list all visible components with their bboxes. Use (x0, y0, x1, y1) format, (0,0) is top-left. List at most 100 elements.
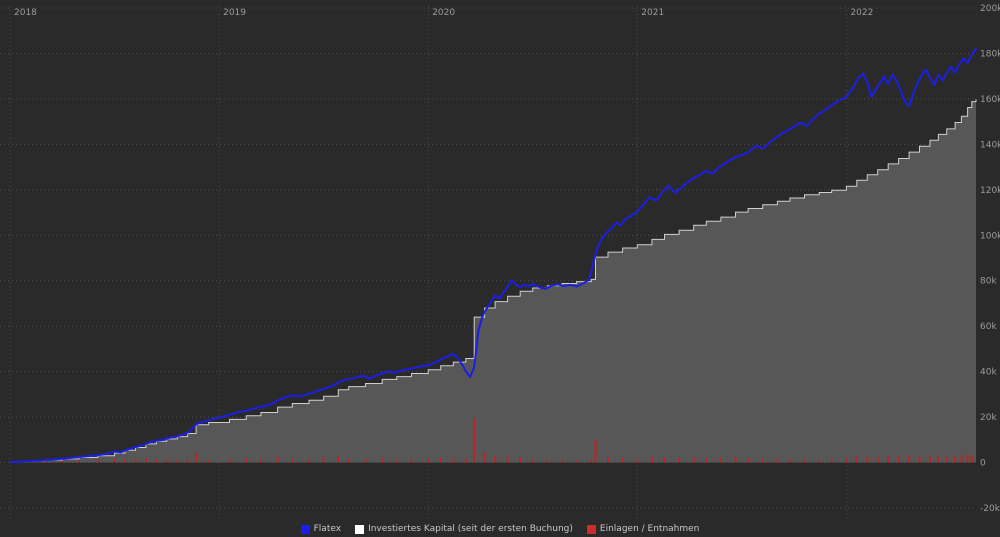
deposit-bar (96, 460, 99, 463)
deposit-bar (960, 456, 963, 463)
deposit-bar (337, 455, 340, 463)
deposit-bar (621, 458, 624, 463)
deposit-bar (439, 458, 442, 463)
deposit-bar (506, 456, 509, 463)
deposit-bar (866, 456, 869, 463)
flatex-series-swatch (300, 525, 310, 534)
x-axis-label: 2019 (223, 8, 246, 18)
deposit-bar (937, 456, 940, 463)
deposit-bar (692, 457, 695, 463)
chart-legend: Flatex Investiertes Kapital (seit der er… (0, 524, 1000, 535)
deposit-bar (970, 456, 973, 463)
deposit-bar (855, 456, 858, 463)
x-axis-label: 2022 (850, 8, 873, 18)
y-axis-label: 100k (980, 231, 1000, 241)
y-axis-label: 200k (980, 4, 1000, 14)
deposit-bar (464, 458, 467, 463)
x-axis-label: 2021 (641, 8, 664, 18)
deposit-bar (44, 461, 47, 463)
deposit-bar (747, 458, 750, 463)
deposit-bar (322, 458, 325, 463)
y-axis-label: 80k (980, 277, 997, 287)
deposit-bar (908, 456, 911, 463)
deposit-bar (575, 460, 578, 463)
deposit-bar (531, 459, 534, 463)
deposit-bar (291, 458, 294, 463)
deposit-bar (395, 459, 398, 463)
flatex-line (9, 47, 977, 464)
deposit-bar (473, 418, 476, 463)
y-axis-label: 60k (980, 322, 997, 332)
deposit-bar (929, 456, 931, 463)
deposit-bar (945, 456, 948, 463)
deposit-bar (776, 458, 779, 463)
deposit-bar (719, 458, 722, 463)
deposit-bar (705, 458, 708, 463)
deposit-bar (61, 460, 64, 463)
y-axis-label: -20k (980, 504, 1000, 514)
deposit-bar (897, 456, 900, 463)
deposit-bar (245, 458, 248, 463)
deposit-bar (678, 458, 681, 463)
legend-item-invested-capital[interactable]: Investiertes Kapital (seit der ersten Bu… (355, 524, 573, 535)
deposit-bar (803, 459, 806, 463)
deposit-bar (954, 456, 957, 463)
x-axis-label: 2018 (14, 8, 37, 18)
y-axis-label: 140k (980, 140, 1000, 150)
deposit-bar (636, 459, 639, 463)
deposit-bar (124, 459, 126, 463)
deposit-bar (195, 452, 198, 463)
legend-label-invested-capital: Investiertes Kapital (seit der ersten Bu… (368, 524, 573, 534)
y-axis-label: 160k (980, 95, 1000, 105)
y-axis-label: 120k (980, 186, 1000, 196)
deposit-bar (259, 458, 262, 463)
deposit-bar (347, 459, 350, 463)
deposit-bar (186, 458, 189, 463)
invested-capital-series-swatch (355, 525, 365, 534)
deposit-bar (594, 439, 597, 463)
deposit-bar (427, 458, 430, 463)
deposit-bar (788, 459, 791, 463)
deposit-bar (761, 458, 764, 463)
deposit-bar (113, 458, 116, 463)
deposit-bar (607, 457, 609, 463)
legend-item-flatex[interactable]: Flatex (300, 524, 342, 535)
y-axis-label: 40k (980, 368, 997, 378)
deposit-bar (228, 459, 231, 463)
deposit-bar (966, 453, 969, 463)
deposit-bar (144, 458, 147, 463)
legend-item-deposits-withdrawals[interactable]: Einlagen / Entnahmen (586, 524, 700, 535)
deposit-bar (663, 457, 666, 463)
deposit-bar (494, 456, 497, 463)
deposit-bar (876, 457, 879, 463)
deposit-bar (78, 460, 80, 463)
deposit-bar (918, 456, 921, 463)
y-axis-label: 0 (980, 459, 986, 469)
deposit-bar (650, 456, 653, 463)
deposit-bar (308, 459, 310, 463)
deposit-bar (519, 457, 522, 463)
x-axis-label: 2020 (432, 8, 455, 18)
deposit-bar (165, 460, 168, 463)
y-axis-label: 20k (980, 413, 997, 423)
deposit-bar (155, 459, 158, 463)
legend-label-deposits-withdrawals: Einlagen / Entnahmen (599, 524, 700, 534)
deposit-bar (276, 456, 279, 463)
deposit-bar (364, 459, 367, 463)
deposit-bar (561, 460, 563, 463)
invested-capital-area (10, 99, 976, 463)
deposit-bar (887, 456, 890, 463)
deposit-bar (452, 458, 455, 463)
deposit-bar (818, 460, 821, 463)
deposit-bar (176, 460, 179, 463)
deposit-bar (483, 453, 486, 463)
deposit-bar (134, 459, 137, 463)
deposit-bar (546, 460, 549, 463)
legend-label-flatex: Flatex (313, 524, 342, 534)
invested-capital-edge (9, 99, 977, 463)
y-axis-label: 180k (980, 50, 1000, 60)
deposits-withdrawals-bars (25, 418, 973, 463)
performance-chart[interactable]: 200k 180k 160k 140k 120k 100k 80k 60k 40k 20k 0 -20… (0, 0, 1000, 522)
deposits-withdrawals-series-swatch (586, 525, 596, 534)
